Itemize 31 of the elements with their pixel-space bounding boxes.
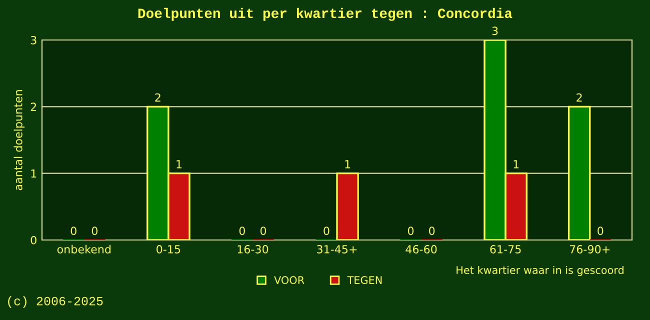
y-tick-label: 1 bbox=[31, 169, 36, 178]
data-label: 0 bbox=[429, 226, 435, 236]
data-label: 1 bbox=[345, 160, 350, 168]
x-tick-label: 61-75 bbox=[490, 245, 521, 254]
x-tick-label: 46-60 bbox=[406, 245, 437, 254]
data-label: 0 bbox=[408, 226, 414, 236]
y-tick-label: 3 bbox=[30, 36, 36, 44]
data-label: 0 bbox=[239, 226, 245, 236]
text: (c) 2006-2025 bbox=[8, 296, 103, 308]
x-tick-label: onbekend bbox=[57, 244, 110, 254]
data-label: 1 bbox=[514, 160, 519, 168]
x-tick-label: 31-45+ bbox=[317, 245, 357, 254]
data-label: 0 bbox=[92, 226, 98, 236]
data-label: 3 bbox=[492, 26, 498, 36]
y-tick-label: 0 bbox=[30, 236, 36, 244]
x-tick-label: 76-90+ bbox=[570, 245, 610, 254]
data-label: 0 bbox=[260, 226, 266, 236]
data-label: 2 bbox=[576, 93, 582, 102]
data-label: 0 bbox=[598, 226, 604, 236]
y-tick-label: 2 bbox=[30, 102, 36, 111]
x-tick-label: 16-30 bbox=[238, 245, 268, 254]
y-axis-title: aantal doelpunten bbox=[14, 90, 25, 190]
data-label: 1 bbox=[176, 160, 182, 168]
x-axis-title: Het kwartier waar in is gescoord bbox=[456, 266, 624, 276]
data-label: 0 bbox=[324, 226, 330, 236]
legend-label: TEGEN bbox=[347, 276, 382, 284]
data-label: 0 bbox=[70, 226, 76, 236]
x-tick-label: 0-15 bbox=[156, 245, 180, 254]
legend-label: VOOR bbox=[274, 276, 304, 284]
data-label: 2 bbox=[155, 93, 160, 102]
chart-title: Doelpunten uit per kwartier tegen : Concordia bbox=[138, 8, 512, 21]
